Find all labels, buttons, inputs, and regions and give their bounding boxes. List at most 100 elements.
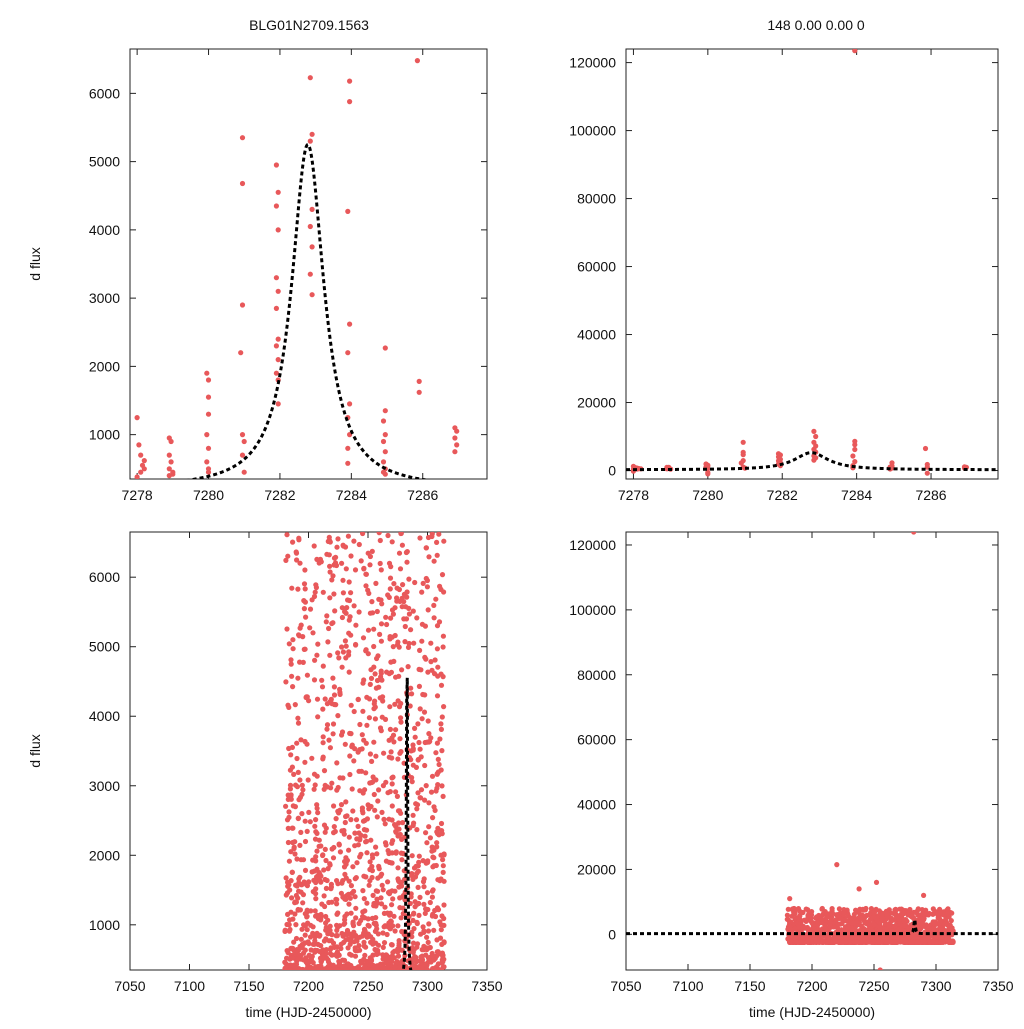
data-point [439, 748, 445, 754]
data-point [292, 911, 298, 917]
data-point [740, 452, 746, 458]
data-point [390, 954, 396, 960]
data-point [322, 846, 328, 853]
data-point [420, 924, 426, 930]
data-point [383, 952, 389, 958]
data-point [391, 581, 397, 587]
y-tick-label: 2000 [89, 847, 120, 863]
data-point [303, 694, 309, 700]
data-point [310, 630, 316, 636]
data-point [343, 643, 349, 649]
data-point [290, 539, 296, 545]
data-point [361, 565, 367, 571]
data-point [382, 449, 388, 455]
data-point [425, 607, 431, 613]
data-point [307, 819, 313, 825]
data-point [367, 610, 373, 616]
data-point [369, 868, 375, 874]
data-point [397, 736, 403, 742]
data-point [379, 714, 385, 720]
data-point [411, 865, 418, 871]
data-point [380, 930, 386, 936]
data-point [378, 668, 384, 674]
data-point [405, 644, 412, 651]
data-point [374, 951, 380, 958]
data-point [316, 837, 322, 843]
data-point [381, 910, 387, 917]
x-axis-label: time (HJD-2450000) [245, 1004, 371, 1020]
data-point [362, 952, 368, 959]
data-point [402, 639, 408, 645]
data-point [839, 920, 845, 927]
data-point [409, 929, 415, 936]
y-tick-label: 3000 [89, 778, 120, 794]
data-point [375, 875, 381, 881]
data-point [871, 922, 877, 928]
data-point [312, 657, 318, 663]
data-point [417, 535, 423, 541]
data-point [382, 345, 388, 351]
data-point [314, 930, 320, 937]
data-point [892, 923, 898, 929]
data-point [366, 806, 372, 812]
data-point [329, 899, 335, 905]
data-point [357, 747, 363, 753]
data-point [390, 896, 396, 902]
data-point [787, 925, 793, 932]
data-point [423, 545, 429, 551]
y-axis-label: d flux [27, 247, 43, 280]
data-point [239, 452, 246, 458]
data-point [396, 820, 402, 826]
data-point [428, 789, 435, 795]
data-point [368, 837, 374, 843]
data-point [382, 432, 388, 438]
data-point [827, 919, 833, 925]
data-point [342, 871, 348, 878]
data-point [343, 566, 349, 572]
data-point [422, 623, 428, 629]
data-point [434, 840, 440, 846]
data-point [836, 906, 843, 912]
data-point [399, 667, 405, 673]
data-point [921, 915, 927, 921]
data-point [397, 750, 403, 756]
data-point [304, 883, 310, 889]
data-point [426, 800, 432, 806]
data-point [411, 820, 417, 826]
data-point [293, 966, 299, 970]
data-point [393, 849, 399, 855]
data-point [413, 764, 419, 771]
data-point [387, 789, 393, 795]
data-point [325, 639, 331, 645]
data-point [454, 442, 460, 448]
data-point [320, 852, 326, 858]
data-point [334, 544, 340, 550]
data-point [431, 558, 437, 564]
data-point [385, 592, 391, 598]
data-point [351, 538, 357, 544]
data-point [304, 828, 310, 835]
data-point [290, 825, 296, 831]
data-point [286, 928, 292, 934]
data-point [361, 943, 367, 949]
y-axis-label: d flux [27, 734, 43, 767]
data-point [423, 830, 429, 836]
data-point [375, 942, 382, 948]
y-tick-label: 4000 [89, 708, 120, 724]
data-point [360, 888, 366, 894]
data-point [275, 401, 281, 407]
data-point [273, 275, 279, 281]
data-point [369, 758, 375, 765]
data-point [738, 460, 744, 466]
data-point [429, 894, 435, 900]
data-point [416, 378, 422, 384]
data-point [424, 967, 430, 970]
data-point [339, 644, 345, 650]
model-curve [185, 142, 430, 479]
data-point [404, 594, 410, 600]
data-point [341, 939, 347, 946]
data-point [345, 208, 351, 214]
data-point [329, 780, 335, 786]
data-point [364, 850, 370, 856]
data-point [346, 649, 352, 655]
